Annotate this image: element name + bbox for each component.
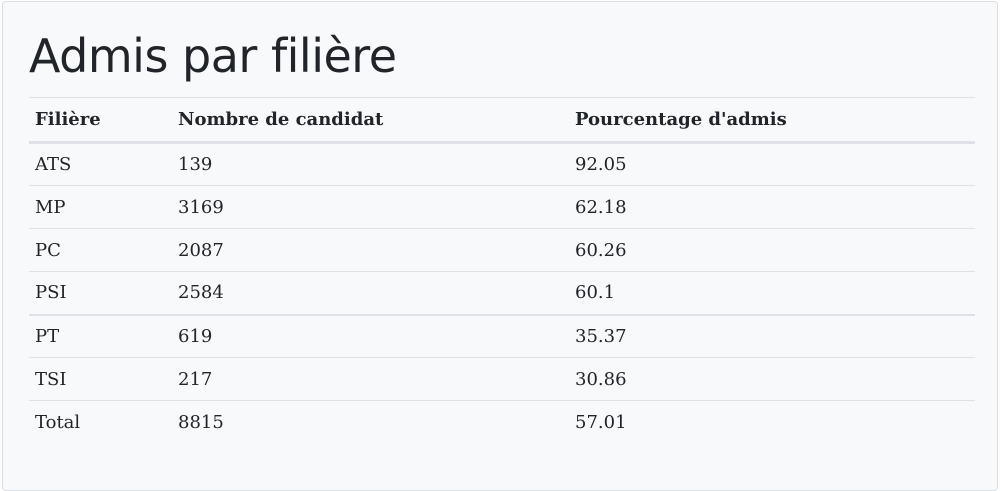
cell-nombre-candidat: 2584 bbox=[172, 271, 569, 315]
column-header-nombre-candidat: Nombre de candidat bbox=[172, 97, 569, 144]
cell-pourcentage-admis: 92.05 bbox=[569, 142, 975, 186]
page-title: Admis par filière bbox=[29, 29, 397, 83]
cell-nombre-candidat: 2087 bbox=[172, 228, 569, 272]
table-row: TSI 217 30.86 bbox=[29, 357, 975, 401]
table-total-row: Total 8815 57.01 bbox=[29, 401, 975, 444]
cell-pourcentage-admis: 60.26 bbox=[569, 228, 975, 272]
cell-filiere: ATS bbox=[29, 142, 172, 186]
column-header-pourcentage-admis: Pourcentage d'admis bbox=[569, 97, 975, 144]
cell-nombre-candidat: 3169 bbox=[172, 185, 569, 229]
table-row: PT 619 35.37 bbox=[29, 313, 975, 358]
table-row: ATS 139 92.05 bbox=[29, 142, 975, 186]
cell-pourcentage-admis: 35.37 bbox=[569, 313, 975, 358]
cell-nombre-candidat: 217 bbox=[172, 357, 569, 401]
cell-pourcentage-admis: 30.86 bbox=[569, 357, 975, 401]
table-row: PSI 2584 60.1 bbox=[29, 271, 975, 315]
column-header-filiere: Filière bbox=[29, 97, 172, 144]
table-row: PC 2087 60.26 bbox=[29, 228, 975, 272]
table-header-row: Filière Nombre de candidat Pourcentage d… bbox=[29, 97, 975, 144]
cell-pourcentage-admis: 62.18 bbox=[569, 185, 975, 229]
cell-filiere: PSI bbox=[29, 271, 172, 315]
cell-filiere: TSI bbox=[29, 357, 172, 401]
cell-pourcentage-admis: 57.01 bbox=[575, 411, 627, 433]
cell-nombre-candidat: 619 bbox=[172, 313, 569, 358]
cell-filiere: PT bbox=[29, 313, 172, 358]
cell-nombre-candidat: 139 bbox=[172, 142, 569, 186]
cell-filiere: MP bbox=[29, 185, 172, 229]
cell-filiere: Total bbox=[35, 411, 81, 433]
table-row: MP 3169 62.18 bbox=[29, 185, 975, 229]
cell-nombre-candidat: 8815 bbox=[178, 411, 224, 433]
cell-pourcentage-admis: 60.1 bbox=[569, 271, 975, 315]
admissions-table: Filière Nombre de candidat Pourcentage d… bbox=[29, 97, 975, 444]
cell-filiere: PC bbox=[29, 228, 172, 272]
